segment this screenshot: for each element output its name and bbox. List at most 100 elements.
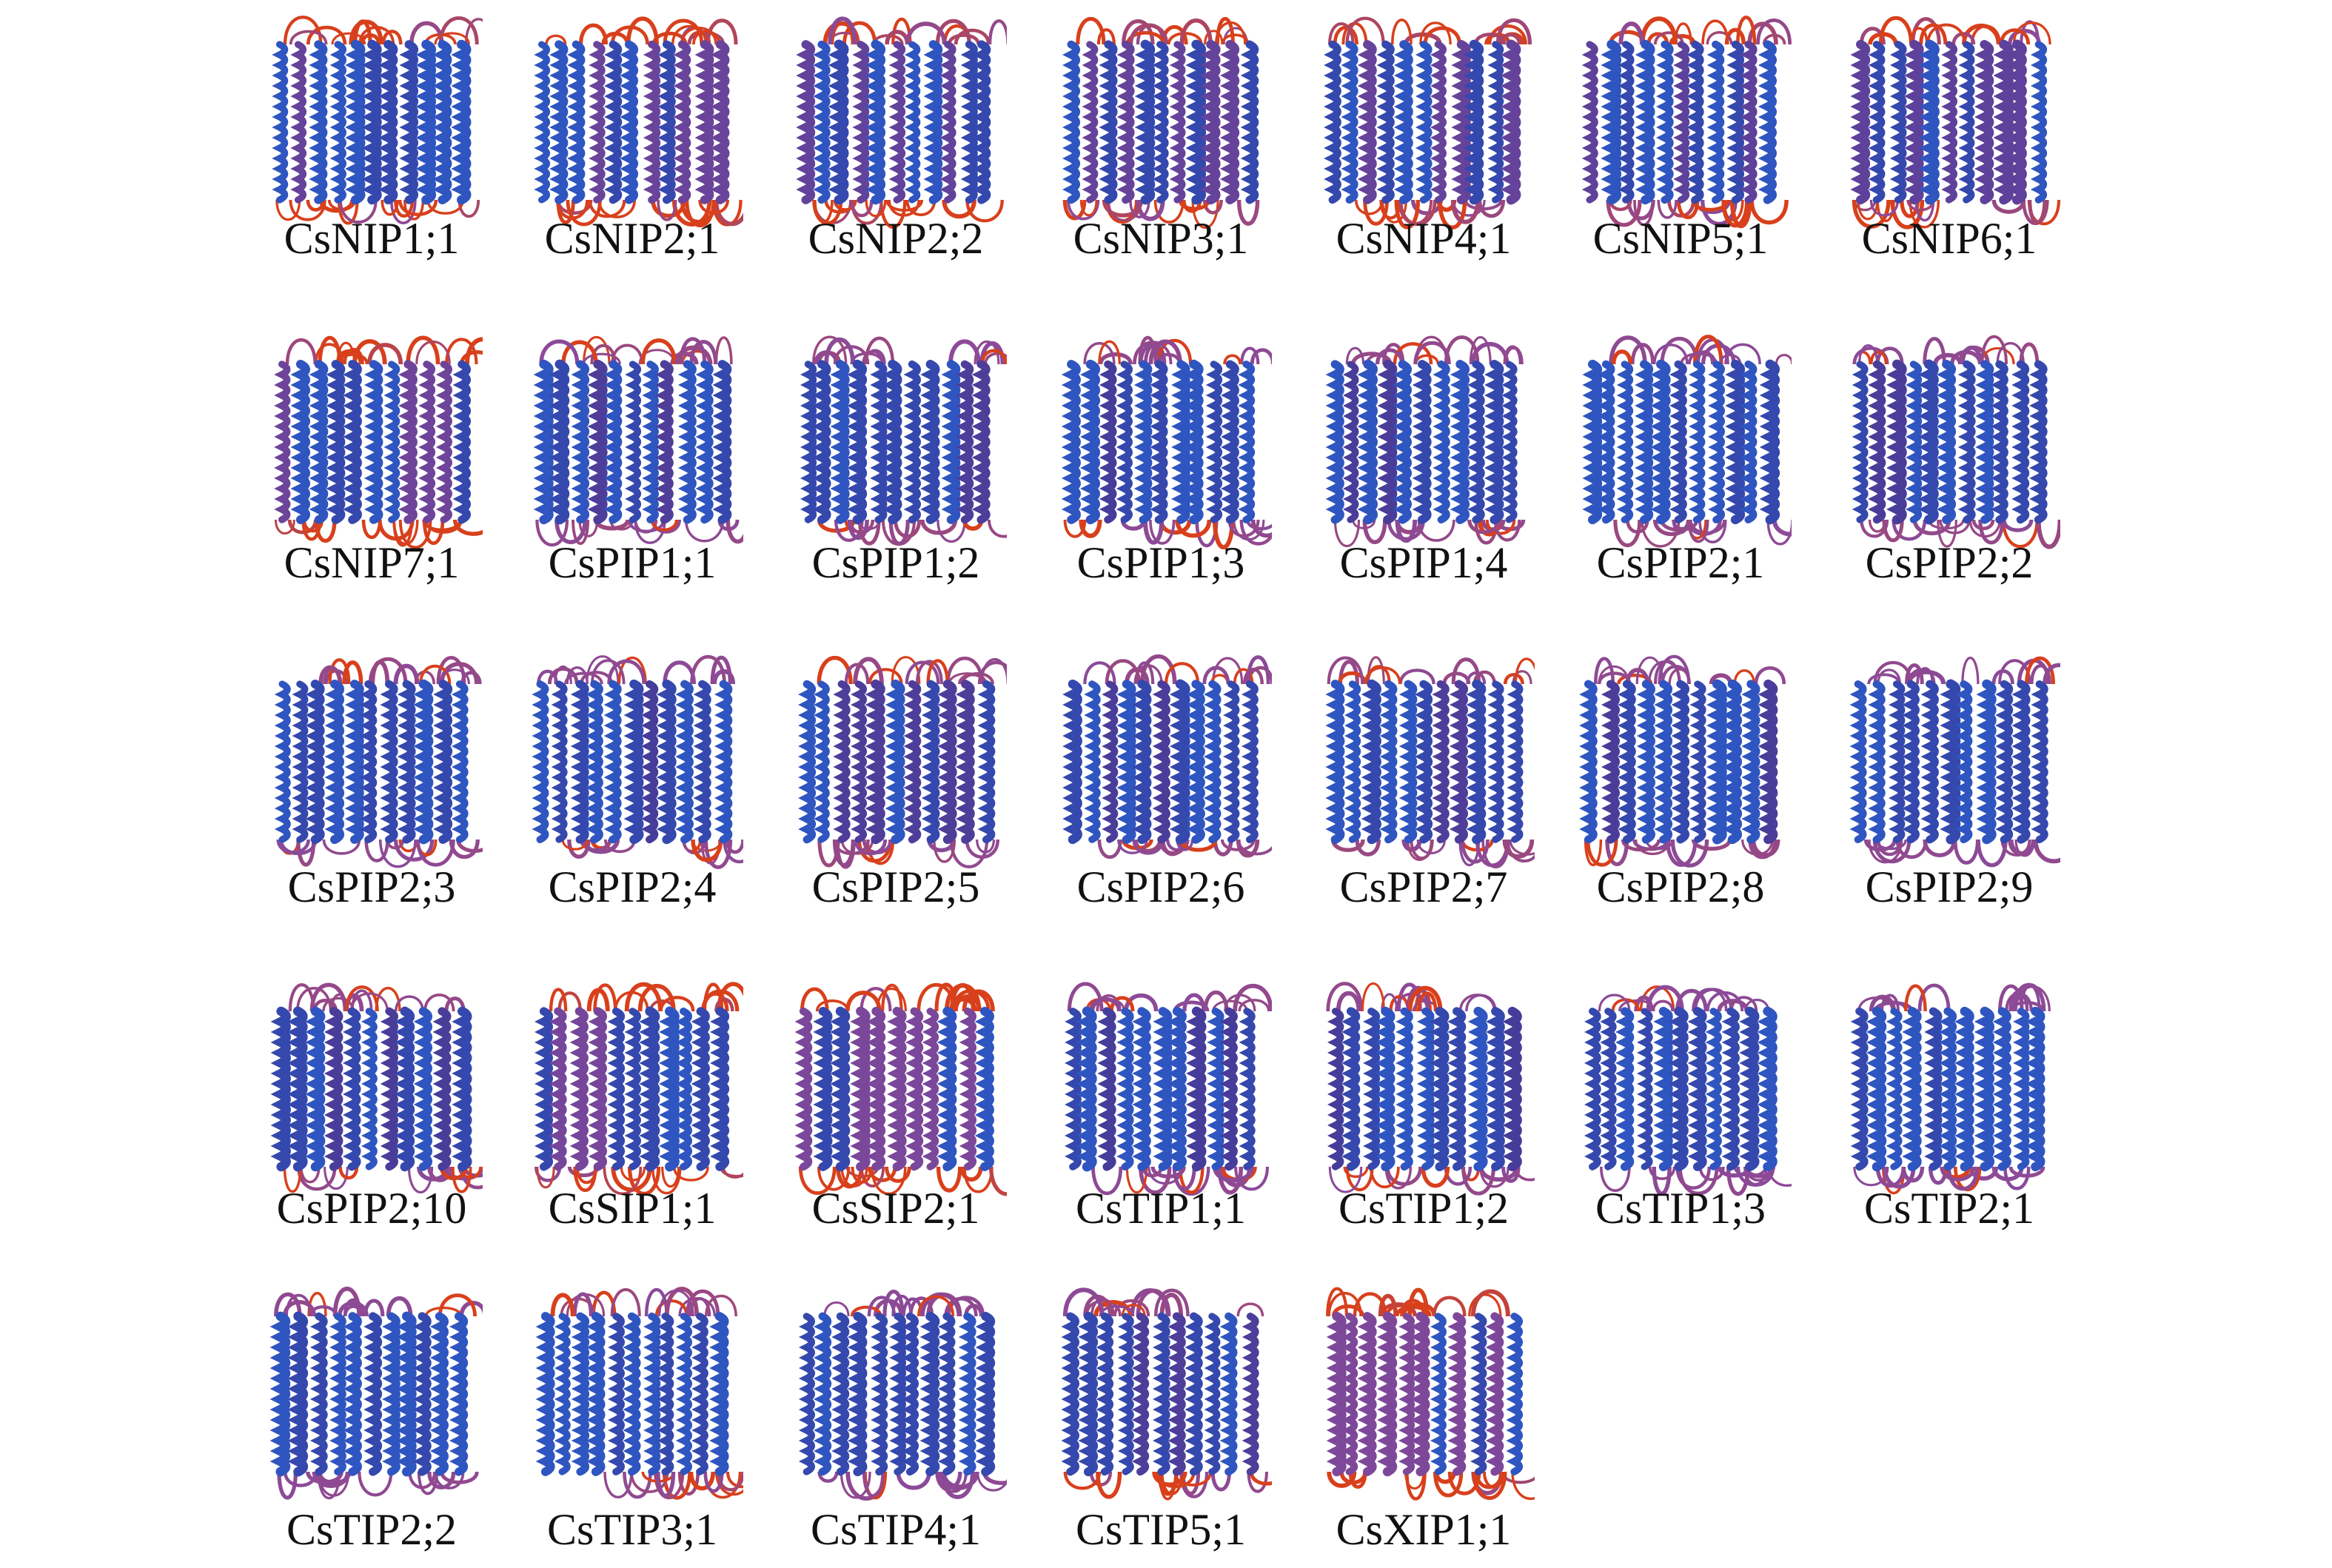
loop-segment (1860, 519, 1889, 538)
helix-segment (959, 1007, 976, 1171)
helix-segment (326, 360, 346, 524)
loop-segment (1875, 346, 1904, 365)
helix-segment (1992, 1007, 2011, 1171)
loop-segment (947, 33, 980, 45)
loop-segment (417, 1471, 438, 1495)
loop-segment (378, 839, 417, 868)
helix-segment (800, 361, 817, 523)
helix-segment (623, 1312, 641, 1476)
loop-segment (673, 1166, 709, 1182)
protein-structure-image (1324, 16, 1532, 229)
helix-segment (1416, 1007, 1435, 1171)
structure-label: CsTIP1;3 (1595, 1184, 1766, 1233)
loop-segment (1152, 1471, 1187, 1487)
loop-segment (607, 659, 646, 685)
helix-segment (1653, 1007, 1673, 1171)
loop-segment (394, 199, 415, 218)
helix-segment (1219, 40, 1239, 204)
loop-segment (1132, 839, 1165, 855)
structure-label: CsXIP1;1 (1336, 1505, 1512, 1554)
helix-segment (435, 361, 452, 523)
loop-segment (1937, 519, 1957, 548)
helix-segment (710, 40, 730, 204)
loop-segment (1640, 16, 1678, 45)
helix-segment (452, 360, 471, 524)
loop-segment (920, 519, 958, 535)
helix-segment (972, 40, 991, 204)
loop-segment (1470, 1289, 1510, 1317)
loop-segment (406, 335, 440, 365)
loop-segment (1250, 519, 1272, 538)
loop-segment (692, 30, 721, 45)
loop-segment (314, 519, 337, 543)
protein-structure-image (1325, 335, 1526, 548)
loop-segment (1859, 27, 1886, 45)
loop-segment (845, 991, 882, 1012)
helix-segment (1618, 41, 1635, 204)
helix-segment (888, 41, 906, 204)
helix-segment (1220, 360, 1239, 524)
structure-label: CsNIP4;1 (1336, 214, 1512, 263)
structure-panel: CsTIP1;2 (1298, 982, 1549, 1263)
loop-segment (274, 1292, 302, 1317)
loop-segment (1117, 839, 1148, 854)
loop-segment (1511, 1471, 1535, 1500)
helix-segment (1597, 360, 1615, 524)
structure-label: CsTIP3;1 (546, 1505, 718, 1554)
loop-segment (1236, 839, 1260, 858)
loop-segment (1502, 839, 1535, 859)
loop-segment (1736, 16, 1757, 45)
helix-segment (382, 1312, 401, 1476)
structure-label: CsPIP2;8 (1596, 862, 1765, 911)
structure-label: CsPIP1;2 (811, 538, 980, 587)
helix-segment (851, 680, 867, 843)
loop-segment (685, 1289, 720, 1317)
loop-segment (847, 519, 869, 540)
loop-segment (831, 22, 854, 45)
loop-segment (817, 655, 853, 685)
helix-segment (1219, 1312, 1238, 1476)
helix-segment (1889, 41, 1907, 204)
loop-segment (680, 199, 718, 224)
helix-segment (343, 1312, 362, 1476)
helix-segment (1116, 40, 1135, 204)
structure-panel: CsSIP2;1 (770, 982, 1022, 1263)
loop-segment (840, 1166, 868, 1187)
helix-segment (938, 1312, 956, 1476)
helix-segment (604, 40, 623, 204)
loop-segment (1098, 340, 1121, 365)
helix-segment (1412, 360, 1432, 524)
loop-segment (624, 982, 663, 1012)
helix-segment (344, 680, 364, 844)
helix-segment (811, 360, 831, 524)
loop-segment (1413, 341, 1451, 365)
helix-segment (324, 679, 344, 845)
loop-segment (1598, 671, 1632, 685)
structure-label: CsPIP2;7 (1339, 862, 1508, 911)
loop-segment (1236, 199, 1260, 226)
helix-segment (305, 680, 325, 844)
loop-segment (1599, 1166, 1631, 1192)
helix-segment (363, 360, 383, 524)
helix-segment (901, 1312, 919, 1476)
structure-label: CsTIP2;2 (286, 1505, 458, 1554)
helix-segment (1487, 680, 1504, 843)
loop-segment (575, 1166, 598, 1185)
loop-segment (350, 992, 389, 1012)
loop-segment (1635, 656, 1664, 685)
protein-structure-image (1850, 16, 2060, 229)
helix-segment (1924, 1007, 1943, 1171)
loop-segment (610, 1288, 641, 1317)
loop-segment (1091, 1166, 1123, 1196)
helix-segment (1200, 39, 1221, 205)
structure-label: CsTIP2;1 (1863, 1184, 2035, 1233)
loop-segment (306, 199, 326, 212)
helix-segment (1398, 680, 1418, 844)
loop-segment (1754, 666, 1786, 685)
helix-segment (1430, 1313, 1447, 1475)
loop-segment (651, 1166, 682, 1195)
loop-segment (936, 1166, 962, 1193)
helix-segment (1447, 1007, 1467, 1171)
helix-segment (1341, 1007, 1361, 1171)
helix-segment (1204, 1313, 1221, 1475)
